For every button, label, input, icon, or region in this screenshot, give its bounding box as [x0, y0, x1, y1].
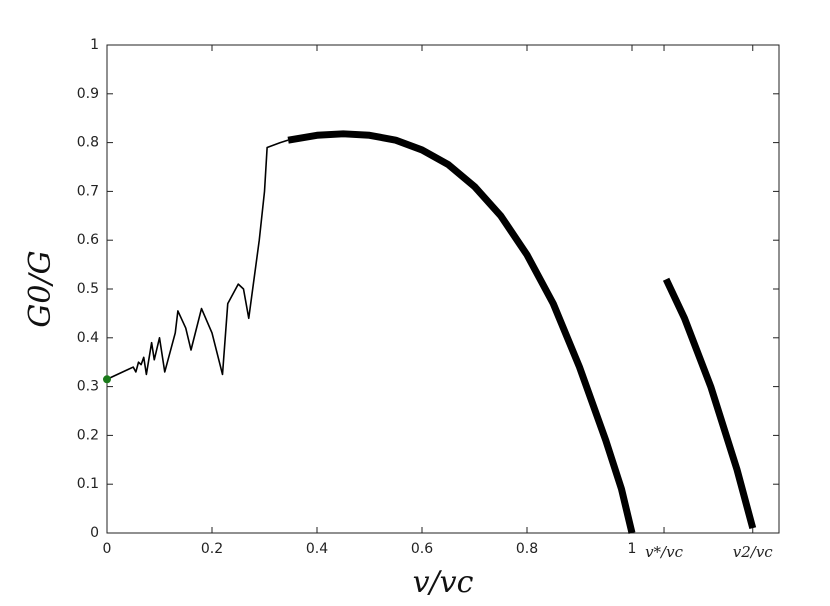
plot-frame — [106, 44, 780, 534]
x-tick-label: 1 — [628, 541, 637, 557]
y-tick-label: 0.2 — [77, 427, 99, 443]
y-tick-label: 1 — [90, 37, 99, 53]
series-line — [106, 139, 289, 381]
y-tick-label: 0.5 — [77, 281, 99, 297]
series-line — [662, 277, 757, 530]
x-axis-label: v/vc — [413, 565, 474, 600]
y-tick-label: 0.4 — [77, 330, 99, 346]
y-tick-label: 0.6 — [77, 232, 99, 248]
y-tick-label: 0.8 — [77, 135, 99, 151]
series-line — [287, 130, 636, 534]
x-tick-label: 0.4 — [306, 541, 328, 557]
x-tick-label: 0.6 — [411, 541, 433, 557]
x-tick-label: 0.8 — [516, 541, 538, 557]
start-point — [103, 375, 111, 384]
x-tick-label: 0 — [103, 541, 112, 557]
y-tick-label: 0 — [90, 525, 99, 541]
y-tick-label: 0.7 — [77, 183, 99, 199]
x-tick-label: 0.2 — [201, 541, 223, 557]
y-axis-label: G0/G — [23, 250, 58, 327]
y-tick-label: 0.1 — [77, 476, 99, 492]
y-tick-label: 0.9 — [77, 86, 99, 102]
y-tick-label: 0.3 — [77, 379, 99, 395]
x-tick-label: v2/vc — [733, 543, 774, 561]
x-tick-label: v*/vc — [645, 543, 684, 561]
